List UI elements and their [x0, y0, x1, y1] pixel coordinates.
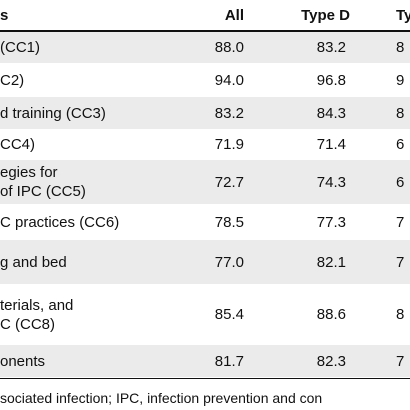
value-cell: 7	[396, 352, 405, 370]
value-cell: 8	[396, 39, 405, 56]
value-cell: 96.8	[316, 71, 346, 89]
row-label: (CC1)	[0, 32, 40, 63]
header-cell: s	[0, 6, 9, 24]
value-cell: 88.0	[214, 39, 244, 56]
value-cell: 83.2	[214, 104, 244, 122]
label-line: d training (CC3)	[0, 104, 106, 122]
header-cell: Type D	[301, 6, 350, 24]
value-cell: 7	[396, 213, 405, 231]
header-cell: All	[224, 6, 244, 24]
footnote: sociated infection; IPC, infection preve…	[0, 390, 323, 406]
value-cell: 94.0	[214, 71, 244, 89]
value-cell: 85.4	[214, 306, 244, 323]
table-row: terials, and C (CC8) 85.4 88.6 8	[0, 285, 410, 344]
row-label: terials, and C (CC8)	[0, 285, 73, 344]
label-line: terials, and	[0, 296, 74, 314]
value-cell: 83.2	[316, 39, 346, 56]
value-cell: 6	[396, 136, 405, 153]
label-line: (CC1)	[0, 39, 40, 56]
value-cell: 71.9	[214, 136, 244, 153]
row-label: CC4)	[0, 130, 35, 159]
label-line: CC4)	[0, 136, 36, 153]
label-line: g and bed	[0, 253, 67, 271]
value-cell: 72.7	[214, 173, 244, 191]
value-cell: 74.3	[316, 173, 346, 191]
value-cell: 82.3	[316, 352, 346, 370]
label-line: egies for	[0, 164, 58, 181]
value-cell: 77.3	[316, 213, 346, 231]
label-line: C practices (CC6)	[0, 213, 120, 231]
label-line: onents	[0, 352, 46, 370]
value-cell: 82.1	[316, 253, 346, 271]
row-label: egies for of IPC (CC5)	[0, 160, 86, 204]
value-cell: 71.4	[316, 136, 346, 153]
table-row: egies for of IPC (CC5) 72.7 74.3 6	[0, 160, 410, 204]
header-row: s All Type D Ty	[0, 0, 410, 30]
row-label: C2)	[0, 64, 24, 96]
value-cell: 88.6	[316, 306, 346, 323]
value-cell: 7	[396, 253, 405, 271]
header-rule	[0, 30, 410, 32]
label-line: of IPC (CC5)	[0, 183, 86, 200]
row-label: d training (CC3)	[0, 97, 106, 129]
bottom-rule	[0, 378, 410, 379]
table-row: C2) 94.0 96.8 9	[0, 64, 410, 96]
value-cell: 81.7	[214, 352, 244, 370]
table-row: C practices (CC6) 78.5 77.3 7	[0, 205, 410, 239]
table-row: d training (CC3) 83.2 84.3 8	[0, 97, 410, 129]
value-cell: 6	[396, 173, 405, 191]
value-cell: 8	[396, 104, 405, 122]
row-label: C practices (CC6)	[0, 205, 119, 239]
row-label: onents	[0, 345, 45, 377]
table-row: CC4) 71.9 71.4 6	[0, 130, 410, 159]
value-cell: 8	[396, 306, 405, 323]
row-label: g and bed	[0, 240, 67, 284]
value-cell: 78.5	[214, 213, 244, 231]
header-cell: Ty	[396, 6, 410, 24]
table-row: onents 81.7 82.3 7	[0, 345, 410, 377]
value-cell: 77.0	[214, 253, 244, 271]
value-cell: 84.3	[316, 104, 346, 122]
label-line: C (CC8)	[0, 315, 55, 333]
label-line: C2)	[0, 71, 25, 89]
table-row: g and bed 77.0 82.1 7	[0, 240, 410, 284]
value-cell: 9	[396, 71, 405, 89]
table-row: (CC1) 88.0 83.2 8	[0, 32, 410, 63]
